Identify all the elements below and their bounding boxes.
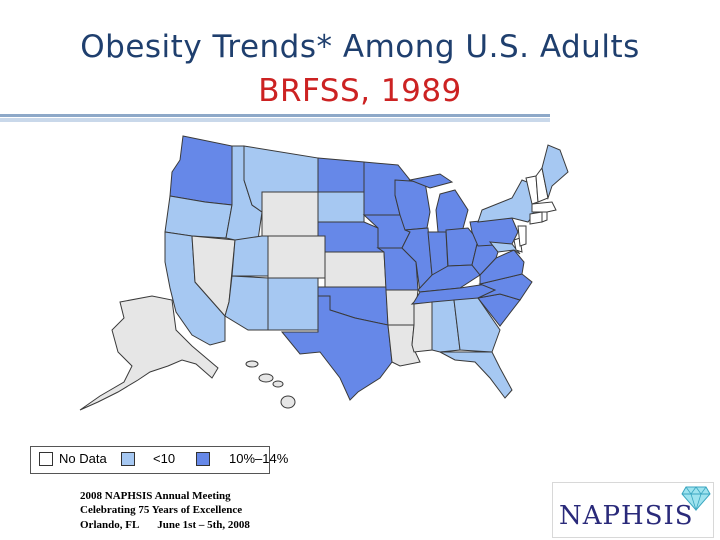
state-hi-3 <box>272 380 284 388</box>
footer-location: Orlando, FL <box>80 519 140 531</box>
state-nd <box>317 157 365 193</box>
logo-text: NAPHSIS <box>559 501 694 531</box>
title-rule <box>0 114 550 117</box>
state-ne <box>317 221 385 253</box>
state-ct <box>529 211 543 225</box>
state-ri <box>541 211 548 223</box>
state-ar <box>385 289 419 326</box>
legend-swatch-no-data <box>39 452 53 466</box>
state-hi-4 <box>280 395 296 409</box>
state-ak <box>79 295 219 411</box>
footer-location-date: Orlando, FL June 1st – 5th, 2008 <box>80 518 250 532</box>
title-rule-light <box>0 118 550 122</box>
naphsis-logo: NAPHSIS <box>552 482 714 538</box>
state-hi-2 <box>258 373 274 383</box>
state-az <box>224 275 269 331</box>
legend-swatch-lt10 <box>121 452 135 466</box>
legend-label-lt10: <10 <box>153 451 176 466</box>
state-nm <box>267 277 319 331</box>
state-me <box>541 144 569 200</box>
title-line-1: Obesity Trends* Among U.S. Adults <box>80 29 640 65</box>
state-sd <box>317 191 365 223</box>
state-nj <box>517 225 527 247</box>
map-legend: No Data <10 10%–14% <box>30 446 288 474</box>
state-ma <box>531 201 557 213</box>
state-ms <box>411 301 433 353</box>
state-tx <box>280 295 393 401</box>
footer-meeting: 2008 NAPHSIS Annual Meeting <box>80 490 231 502</box>
state-wy <box>261 191 319 237</box>
state-wa <box>169 135 233 206</box>
footer-date: June 1st – 5th, 2008 <box>157 519 250 531</box>
legend-label-10-14: 10%–14% <box>229 451 289 466</box>
state-pa <box>469 217 519 247</box>
footer-celebrating: Celebrating 75 Years of Excellence <box>80 504 243 516</box>
state-co <box>267 235 326 279</box>
state-hi-1 <box>245 360 259 368</box>
state-md <box>488 241 521 255</box>
state-ga <box>453 297 501 353</box>
us-map <box>79 135 569 411</box>
state-mi <box>435 189 469 233</box>
state-mi-up <box>408 173 454 189</box>
state-nc <box>477 273 533 301</box>
state-ny <box>477 179 535 223</box>
state-al <box>431 299 461 353</box>
state-ks <box>324 251 387 288</box>
legend-label-no-data: No Data <box>59 451 107 466</box>
diamond-icon <box>681 486 711 511</box>
title-line-2: BRFSS, 1989 <box>258 73 462 109</box>
state-fl <box>439 351 513 399</box>
legend-swatch-10-14 <box>196 452 210 466</box>
state-ut <box>231 235 269 277</box>
